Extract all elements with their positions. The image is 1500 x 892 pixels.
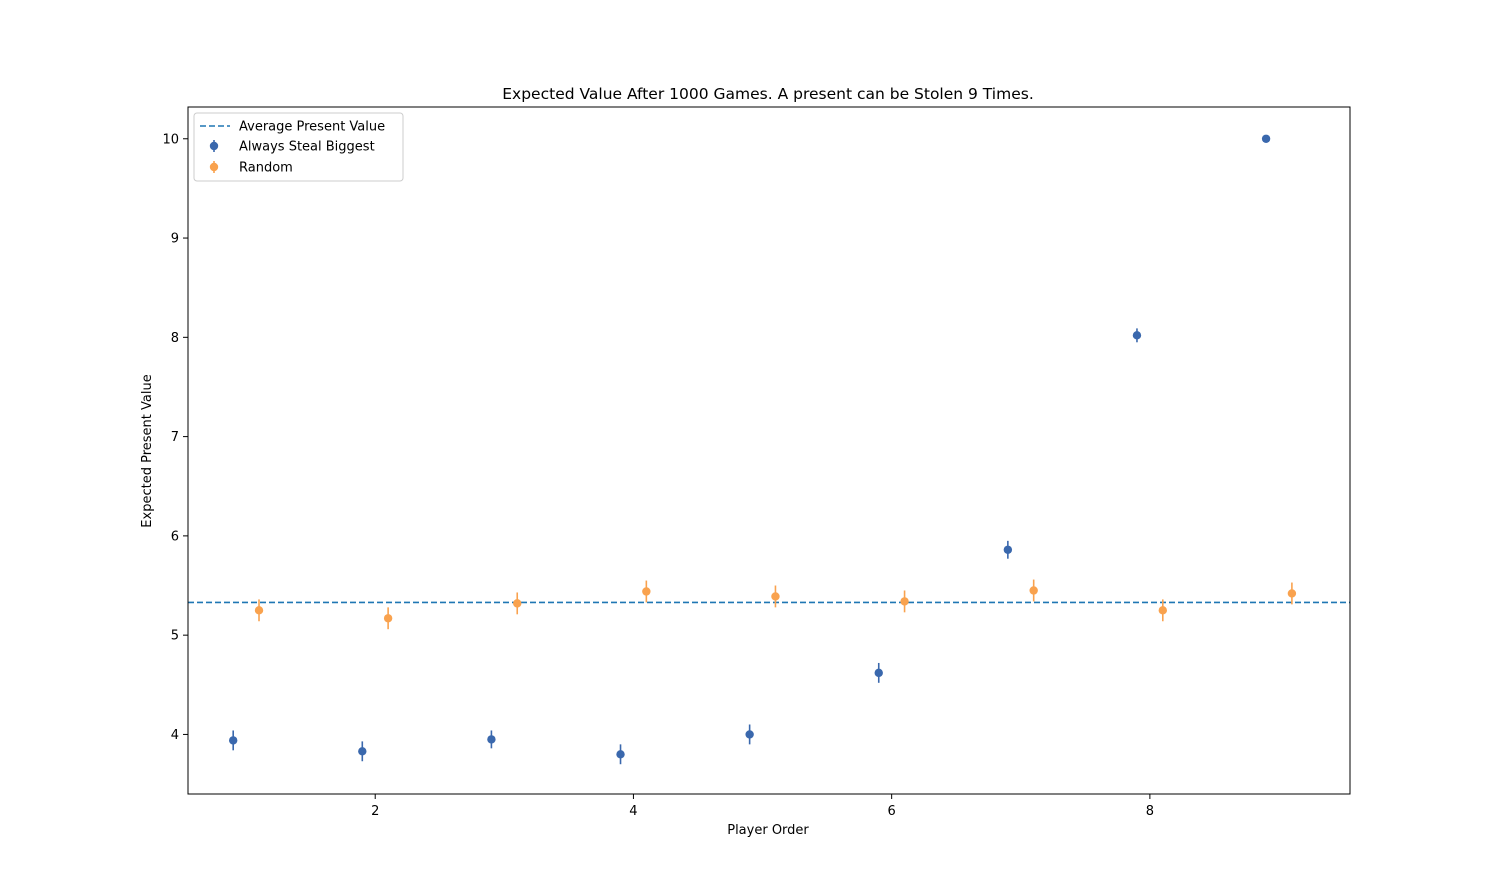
- always-steal-biggest-point: [616, 750, 625, 759]
- always-steal-biggest-point: [358, 747, 367, 756]
- legend-swatch-marker: [209, 141, 219, 151]
- always-steal-biggest-point: [745, 730, 754, 739]
- always-steal-biggest-point: [1003, 545, 1013, 554]
- legend-label: Always Steal Biggest: [239, 140, 375, 155]
- chart-title: Expected Value After 1000 Games. A prese…: [502, 85, 1034, 103]
- y-tick-label: 7: [171, 430, 179, 445]
- always-steal-biggest-point: [1132, 331, 1142, 340]
- x-axis-label: Player Order: [727, 823, 809, 838]
- random-point: [383, 614, 393, 623]
- random-point: [513, 599, 522, 608]
- random-point: [1287, 589, 1297, 598]
- random-point: [1029, 586, 1038, 595]
- y-tick-label: 5: [171, 629, 179, 644]
- axes-frame: [187, 106, 1351, 795]
- always-steal-biggest-point: [487, 735, 496, 744]
- y-tick-label: 4: [171, 728, 179, 743]
- y-tick-label: 8: [171, 331, 179, 346]
- legend-swatch-marker: [209, 162, 219, 172]
- always-steal-biggest-point: [874, 668, 883, 678]
- x-tick-label: 4: [629, 804, 637, 819]
- axis-ticks: 2 4 6 8 4 5 6 7 8 9 10: [162, 132, 1154, 819]
- legend: Average Present Value Always Steal Bigges…: [193, 112, 404, 182]
- legend-label-average: Average Present Value: [239, 120, 385, 135]
- legend-label: Random: [239, 161, 293, 176]
- x-tick-label: 6: [888, 804, 896, 819]
- legend-box: [193, 112, 404, 182]
- y-axis-label: Expected Present Value: [140, 374, 155, 527]
- x-tick-label: 2: [371, 804, 379, 819]
- plot-area: [188, 134, 1350, 765]
- always-steal-biggest-point: [228, 736, 238, 745]
- random-point: [900, 597, 909, 606]
- y-tick-label: 9: [171, 232, 179, 247]
- random-point: [642, 587, 651, 596]
- always-steal-biggest-point: [1261, 134, 1271, 143]
- random-point: [771, 592, 780, 601]
- random-point: [254, 606, 264, 615]
- x-tick-label: 8: [1146, 804, 1154, 819]
- y-tick-label: 10: [162, 132, 179, 147]
- y-tick-label: 6: [171, 529, 179, 544]
- random-point: [1158, 606, 1167, 615]
